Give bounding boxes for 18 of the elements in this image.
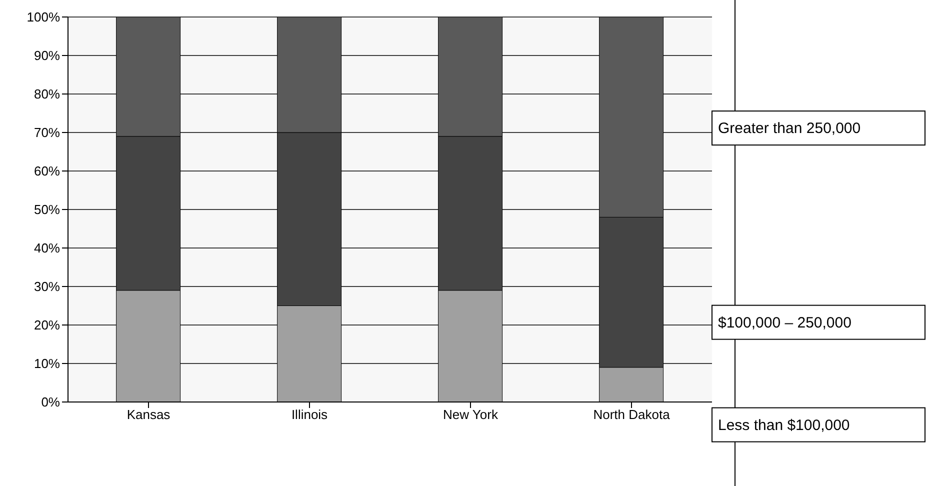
x-tick-label: New York — [443, 407, 498, 422]
y-tick-label: 30% — [34, 279, 60, 294]
x-tick-label: Illinois — [291, 407, 328, 422]
text: Less than $100,000 — [718, 416, 850, 434]
y-tick-label: 0% — [41, 394, 60, 410]
y-tick-label: 10% — [34, 356, 60, 372]
text: Greater than 250,000 — [718, 120, 861, 138]
x-tick-label: North Dakota — [593, 407, 671, 422]
y-tick-label: 90% — [34, 48, 60, 64]
y-tick-label: 40% — [34, 240, 60, 256]
text: $100,000 – 250,000 — [718, 314, 852, 332]
x-tick-label: Kansas — [126, 407, 171, 422]
y-tick-label: 80% — [34, 86, 60, 102]
y-tick-label: 60% — [34, 164, 60, 179]
y-tick-label: 100% — [26, 10, 60, 25]
y-tick-label: 50% — [34, 202, 60, 218]
y-tick-label: 20% — [34, 318, 60, 333]
y-tick-label: 70% — [34, 125, 60, 140]
